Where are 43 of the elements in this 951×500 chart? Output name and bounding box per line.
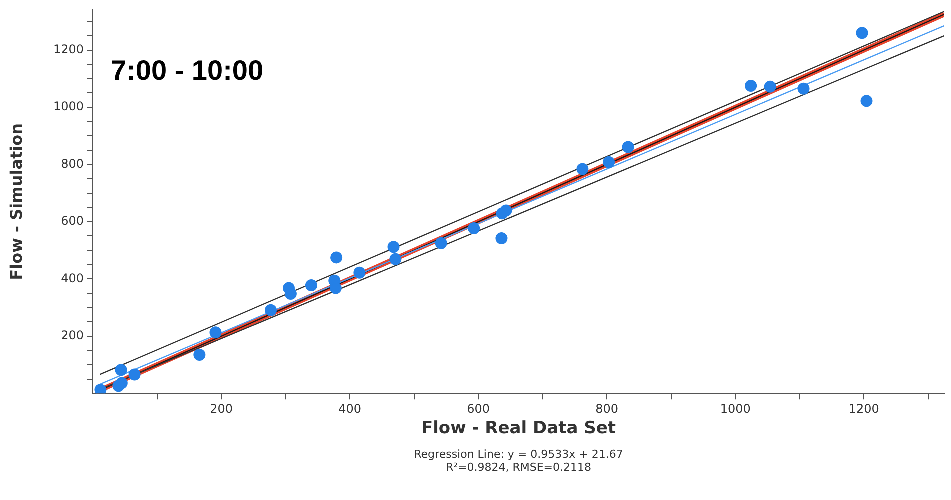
y-tick-label: 800 <box>61 156 84 171</box>
y-tick-label: 200 <box>61 328 84 342</box>
point <box>210 326 222 339</box>
text: 7:00 - 10:00 <box>111 54 264 86</box>
x-tick-label: 600 <box>467 402 490 416</box>
point <box>128 368 141 381</box>
point <box>798 82 810 95</box>
point <box>764 80 776 93</box>
x-tick-label: 200 <box>210 402 233 416</box>
point <box>435 237 448 250</box>
point <box>330 252 343 264</box>
point <box>388 241 400 254</box>
y-tick-label: 1200 <box>53 42 84 56</box>
point <box>284 288 297 300</box>
y-tick-label: 600 <box>61 214 84 228</box>
point <box>576 163 589 176</box>
point <box>860 95 873 108</box>
text: Regression Line: y = 0.9533x + 21.67 <box>414 448 624 461</box>
point <box>856 27 868 40</box>
point <box>194 348 206 361</box>
point <box>306 279 318 292</box>
y-tick-label: 400 <box>61 271 84 286</box>
y-tick-label: 1000 <box>53 100 84 114</box>
point <box>330 282 342 294</box>
point <box>265 304 278 316</box>
x-axis-title: Flow - Real Data Set <box>421 418 616 439</box>
x-tick-label: 800 <box>596 402 619 416</box>
point <box>354 266 366 279</box>
x-tick-label: 1000 <box>720 402 751 416</box>
point <box>94 384 107 394</box>
y-axis-title: Flow - Simulation <box>7 123 26 280</box>
point <box>496 232 508 245</box>
x-tick-label: 1200 <box>848 402 880 416</box>
x-tick-label: 400 <box>338 402 362 416</box>
point <box>603 156 616 168</box>
point <box>116 377 128 390</box>
point <box>468 222 480 235</box>
point <box>745 80 758 92</box>
text: R²=0.9824, RMSE=0.2118 <box>446 460 592 474</box>
point <box>115 364 128 376</box>
point <box>390 253 402 266</box>
point <box>622 141 634 154</box>
point <box>500 204 512 217</box>
